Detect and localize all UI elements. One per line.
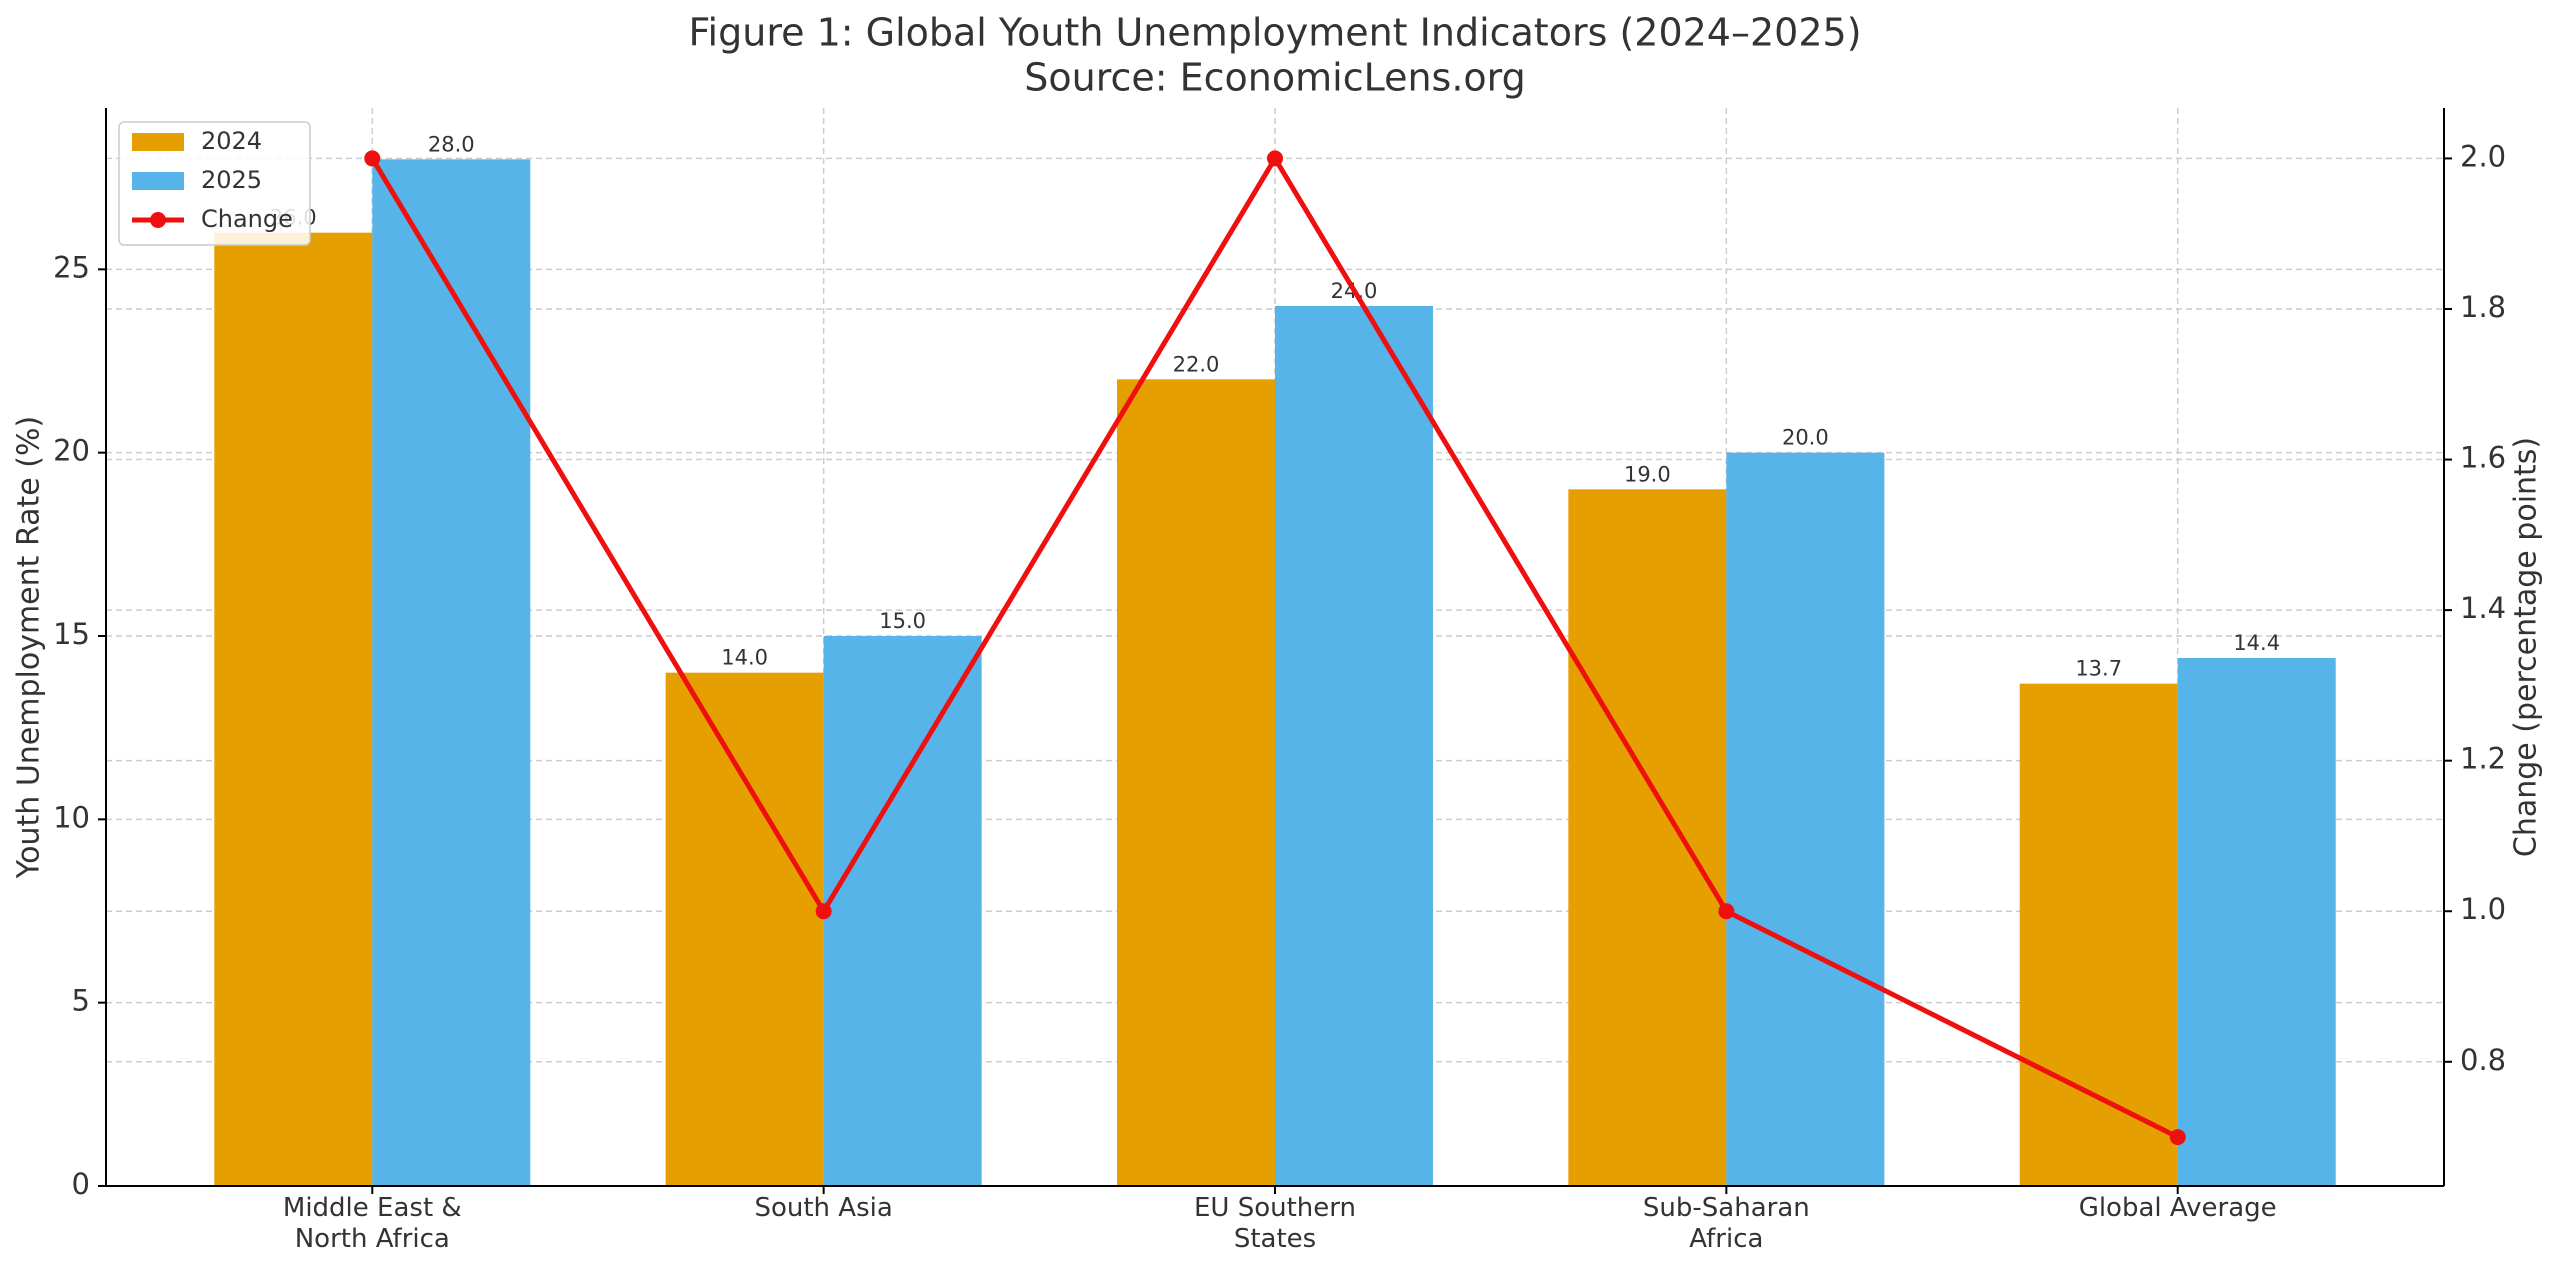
y2-tick-label: 1.4	[2460, 591, 2506, 625]
x-tick-label: Sub-Saharan Africa	[1642, 1193, 1810, 1254]
chart-title: Figure 1: Global Youth Unemployment Indi…	[688, 11, 1861, 55]
value-label: 14.4	[2233, 631, 2280, 655]
line-marker	[1267, 150, 1283, 167]
bar	[1117, 379, 1275, 1186]
legend-label: 2024	[201, 127, 262, 155]
y-axis-label: Youth Unemployment Rate (%)	[12, 416, 47, 879]
bar	[1568, 489, 1727, 1186]
y-tick-label: 10	[53, 800, 90, 834]
value-label: 20.0	[1782, 426, 1829, 450]
legend-label: 2025	[201, 166, 262, 194]
y-tick-label: 5	[72, 984, 90, 1018]
x-tick-label: Global Average	[2078, 1193, 2277, 1223]
legend: 2024 2025 Change	[118, 121, 311, 246]
value-label: 19.0	[1624, 462, 1671, 486]
bar	[2177, 658, 2336, 1186]
y-tick-label: 20	[53, 434, 90, 468]
chart-subtitle: Source: EconomicLens.org	[1024, 56, 1526, 100]
y-tick-label: 15	[53, 617, 90, 651]
bar	[214, 232, 373, 1186]
value-label: 13.7	[2075, 657, 2122, 681]
value-label: 14.0	[721, 646, 768, 670]
bar	[1726, 452, 1885, 1187]
x-tick-label: South Asia	[754, 1193, 893, 1223]
y2-tick-label: 2.0	[2460, 139, 2506, 173]
x-tick-label: EU Southern States	[1194, 1193, 1356, 1254]
line-marker	[364, 150, 381, 167]
legend-swatch	[132, 172, 184, 190]
line-marker	[2169, 1129, 2186, 1146]
value-label: 15.0	[879, 609, 926, 633]
bar	[2019, 683, 2178, 1186]
bar	[372, 159, 531, 1186]
x-tick-label: Middle East & North Africa	[282, 1193, 462, 1254]
y2-tick-label: 1.2	[2460, 742, 2506, 776]
y-tick-label: 0	[72, 1167, 90, 1201]
y2-tick-label: 1.0	[2460, 892, 2506, 926]
legend-marker	[150, 212, 166, 228]
legend-swatch	[132, 133, 184, 151]
line-marker	[1718, 903, 1735, 920]
line-marker	[815, 903, 832, 920]
bar	[665, 672, 824, 1186]
y2-tick-label: 0.8	[2460, 1043, 2506, 1077]
value-label: 28.0	[428, 132, 475, 156]
y2-tick-label: 1.6	[2460, 441, 2506, 475]
y2-tick-label: 1.8	[2460, 290, 2506, 324]
legend-frame	[118, 121, 311, 246]
value-label: 22.0	[1173, 352, 1220, 376]
legend-label: Change	[201, 205, 293, 233]
bar	[823, 636, 982, 1186]
y-tick-label: 25	[53, 250, 90, 284]
y2-axis-label: Change (percentage points)	[2509, 437, 2544, 857]
bar	[1275, 306, 1433, 1186]
